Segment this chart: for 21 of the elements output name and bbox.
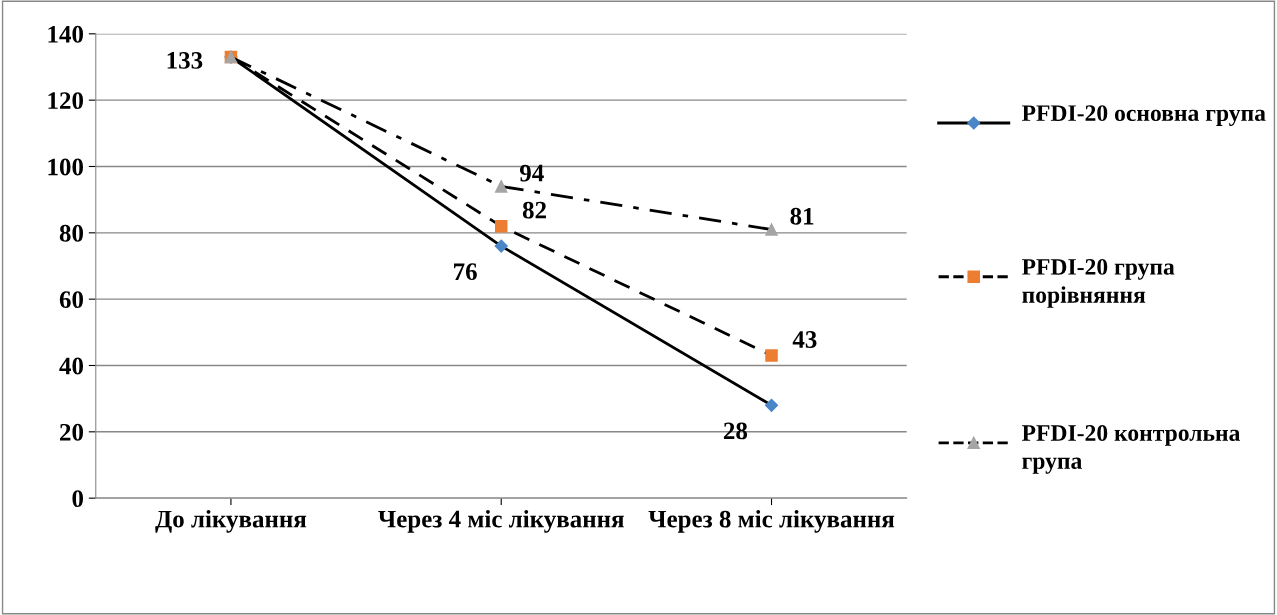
legend-label: PFDI-20 основна група [1022, 105, 1266, 126]
y-tick-label: 0 [72, 490, 84, 508]
x-tick-label: До лікування [155, 509, 307, 533]
legend-label: PFDI-20 група порівняння [1022, 258, 1175, 308]
y-tick-label: 140 [48, 25, 84, 43]
data-label: 81 [790, 207, 814, 225]
data-label: 28 [723, 422, 748, 440]
data-label: 76 [454, 263, 477, 281]
data-label: 82 [522, 201, 546, 219]
x-tick-label: Через 4 міс лікування [378, 509, 624, 533]
y-tick-label: 60 [59, 291, 84, 309]
data-label: 43 [792, 331, 817, 348]
y-tick-label: 40 [59, 357, 84, 375]
y-tick-label: 120 [48, 92, 84, 110]
data-label: 133 [167, 52, 203, 69]
y-tick-label: 80 [59, 224, 84, 242]
y-tick-label: 20 [60, 423, 84, 441]
y-tick-label: 100 [48, 158, 84, 176]
data-label: 94 [519, 164, 544, 182]
x-tick-label: Через 8 міс лікування [648, 509, 895, 533]
legend-label: PFDI-20 контрольна група [1022, 425, 1241, 474]
